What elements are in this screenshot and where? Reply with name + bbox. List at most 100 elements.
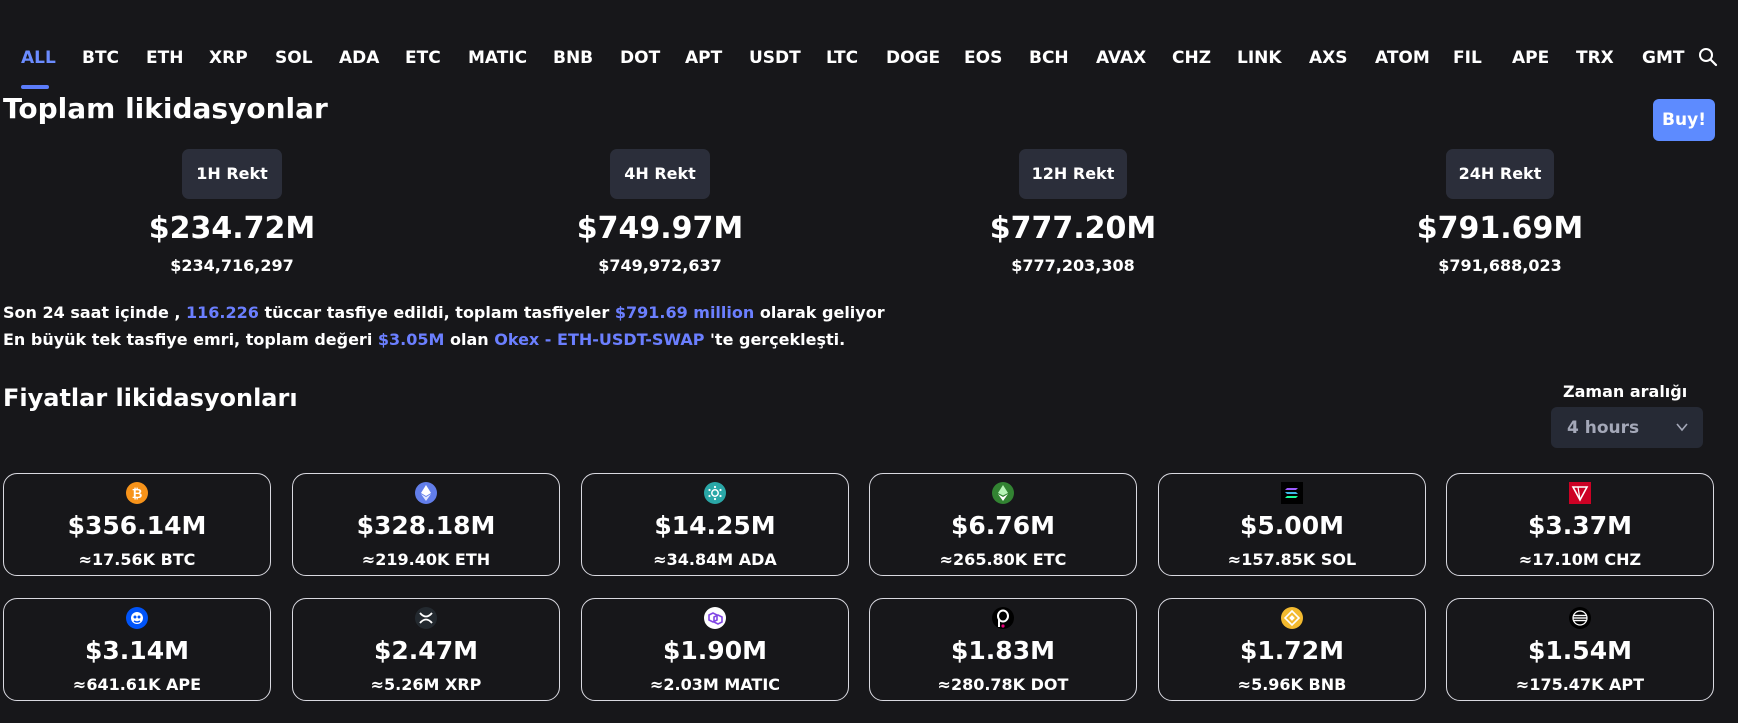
tab-bch[interactable]: BCH <box>1029 48 1069 68</box>
stat-value: $777.20M <box>989 211 1157 246</box>
tab-ada[interactable]: ADA <box>339 48 380 68</box>
total-liquidations: $791.69 million <box>614 303 755 322</box>
stat-badge[interactable]: 12H Rekt <box>1019 149 1127 199</box>
tab-eth[interactable]: ETH <box>146 48 184 68</box>
liquidation-amount: $5.00M <box>1240 511 1344 540</box>
stat-badge[interactable]: 1H Rekt <box>182 149 282 199</box>
chevron-down-icon <box>1676 423 1688 432</box>
cardano-icon <box>704 482 726 504</box>
stat-badge[interactable]: 4H Rekt <box>610 149 710 199</box>
buy-button[interactable]: Buy! <box>1653 99 1715 141</box>
tab-sol[interactable]: SOL <box>275 48 313 68</box>
tab-all[interactable]: ALL <box>21 48 56 68</box>
tab-axs[interactable]: AXS <box>1309 48 1348 68</box>
coin-card-ape[interactable]: $3.14M ≈641.61K APE <box>3 598 271 701</box>
coin-card-bnb[interactable]: $1.72M ≈5.96K BNB <box>1158 598 1426 701</box>
stat-value: $749.97M <box>576 211 744 246</box>
liquidation-amount: $1.90M <box>663 636 767 665</box>
stat-value: $791.69M <box>1416 211 1584 246</box>
liquidation-amount: $356.14M <box>67 511 207 540</box>
liquidation-amount: $14.25M <box>654 511 776 540</box>
summary-line-traders: Son 24 saat içinde , 116.226 tüccar tasf… <box>3 303 885 322</box>
tab-eos[interactable]: EOS <box>964 48 1003 68</box>
tab-doge[interactable]: DOGE <box>886 48 941 68</box>
coin-quantity: ≈265.80K ETC <box>939 550 1067 569</box>
section-title: Fiyatlar likidasyonları <box>3 384 298 412</box>
summary-text: tüccar tasfiye edildi, toplam tasfiyeler <box>264 303 610 322</box>
coin-card-chz[interactable]: $3.37M ≈17.10M CHZ <box>1446 473 1714 576</box>
stat-exact-value: $791,688,023 <box>1438 256 1562 275</box>
page-title: Toplam likidasyonlar <box>3 92 328 125</box>
summary-text: En büyük tek tasfiye emri, toplam değeri <box>3 330 373 349</box>
bitcoin-icon: ₿ <box>126 482 148 504</box>
summary-text: Son 24 saat içinde , <box>3 303 181 322</box>
tab-btc[interactable]: BTC <box>82 48 120 68</box>
tab-ltc[interactable]: LTC <box>826 48 859 68</box>
tab-ape[interactable]: APE <box>1512 48 1550 68</box>
polygon-icon <box>704 607 726 629</box>
liquidation-amount: $1.54M <box>1528 636 1632 665</box>
coin-quantity: ≈280.78K DOT <box>937 675 1069 694</box>
time-range-label: Zaman aralığı <box>1563 382 1688 401</box>
tab-xrp[interactable]: XRP <box>209 48 248 68</box>
stat-badge[interactable]: 24H Rekt <box>1446 149 1554 199</box>
summary-line-largest: En büyük tek tasfiye emri, toplam değeri… <box>3 330 845 349</box>
tab-chz[interactable]: CHZ <box>1172 48 1212 68</box>
active-tab-indicator <box>21 85 49 89</box>
tab-bnb[interactable]: BNB <box>553 48 594 68</box>
coin-tab-bar: ALL BTC ETH XRP SOL ADA ETC MATIC BNB DO… <box>0 38 1738 89</box>
liquidation-amount: $6.76M <box>951 511 1055 540</box>
coin-card-xrp[interactable]: $2.47M ≈5.26M XRP <box>292 598 560 701</box>
coin-card-btc[interactable]: ₿ $356.14M ≈17.56K BTC <box>3 473 271 576</box>
coin-quantity: ≈17.56K BTC <box>78 550 196 569</box>
traders-count: 116.226 <box>186 303 259 322</box>
solana-icon <box>1281 482 1303 504</box>
coin-quantity: ≈5.26M XRP <box>370 675 482 694</box>
summary-text: 'te gerçekleşti. <box>710 330 846 349</box>
liquidation-amount: $3.14M <box>85 636 189 665</box>
coin-quantity: ≈219.40K ETH <box>361 550 491 569</box>
stat-exact-value: $777,203,308 <box>1011 256 1135 275</box>
largest-order-value: $3.05M <box>377 330 445 349</box>
coin-card-etc[interactable]: $6.76M ≈265.80K ETC <box>869 473 1137 576</box>
ethereum-classic-icon <box>992 482 1014 504</box>
stat-exact-value: $749,972,637 <box>598 256 722 275</box>
coin-quantity: ≈175.47K APT <box>1515 675 1645 694</box>
tab-fil[interactable]: FIL <box>1453 48 1482 68</box>
stat-12h: 12H Rekt $777.20M $777,203,308 <box>923 149 1223 275</box>
liquidation-amount: $328.18M <box>356 511 496 540</box>
bnb-icon <box>1281 607 1303 629</box>
liquidation-amount: $1.83M <box>951 636 1055 665</box>
polkadot-icon <box>992 607 1014 629</box>
apecoin-icon <box>126 607 148 629</box>
tab-trx[interactable]: TRX <box>1576 48 1614 68</box>
coin-card-dot[interactable]: $1.83M ≈280.78K DOT <box>869 598 1137 701</box>
coin-card-matic[interactable]: $1.90M ≈2.03M MATIC <box>581 598 849 701</box>
coin-quantity: ≈2.03M MATIC <box>649 675 781 694</box>
tab-atom[interactable]: ATOM <box>1375 48 1430 68</box>
stat-1h: 1H Rekt $234.72M $234,716,297 <box>82 149 382 275</box>
tab-apt[interactable]: APT <box>685 48 723 68</box>
tab-usdt[interactable]: USDT <box>749 48 801 68</box>
tab-matic[interactable]: MATIC <box>468 48 528 68</box>
stat-24h: 24H Rekt $791.69M $791,688,023 <box>1350 149 1650 275</box>
tab-dot[interactable]: DOT <box>620 48 661 68</box>
coin-card-ada[interactable]: $14.25M ≈34.84M ADA <box>581 473 849 576</box>
tab-link[interactable]: LINK <box>1237 48 1282 68</box>
coin-quantity: ≈641.61K APE <box>72 675 202 694</box>
liquidation-amount: $2.47M <box>374 636 478 665</box>
tab-etc[interactable]: ETC <box>405 48 441 68</box>
time-range-value: 4 hours <box>1567 417 1640 438</box>
ethereum-icon <box>415 482 437 504</box>
stat-4h: 4H Rekt $749.97M $749,972,637 <box>510 149 810 275</box>
search-icon[interactable] <box>1697 46 1719 68</box>
tab-gmt[interactable]: GMT <box>1642 48 1685 68</box>
coin-card-sol[interactable]: $5.00M ≈157.85K SOL <box>1158 473 1426 576</box>
summary-text: olarak geliyor <box>759 303 885 322</box>
tab-avax[interactable]: AVAX <box>1096 48 1147 68</box>
coin-card-apt[interactable]: $1.54M ≈175.47K APT <box>1446 598 1714 701</box>
liquidation-amount: $3.37M <box>1528 511 1632 540</box>
largest-order-exchange-link[interactable]: Okex - ETH-USDT-SWAP <box>494 330 705 349</box>
time-range-select[interactable]: 4 hours <box>1551 407 1703 448</box>
coin-card-eth[interactable]: $328.18M ≈219.40K ETH <box>292 473 560 576</box>
